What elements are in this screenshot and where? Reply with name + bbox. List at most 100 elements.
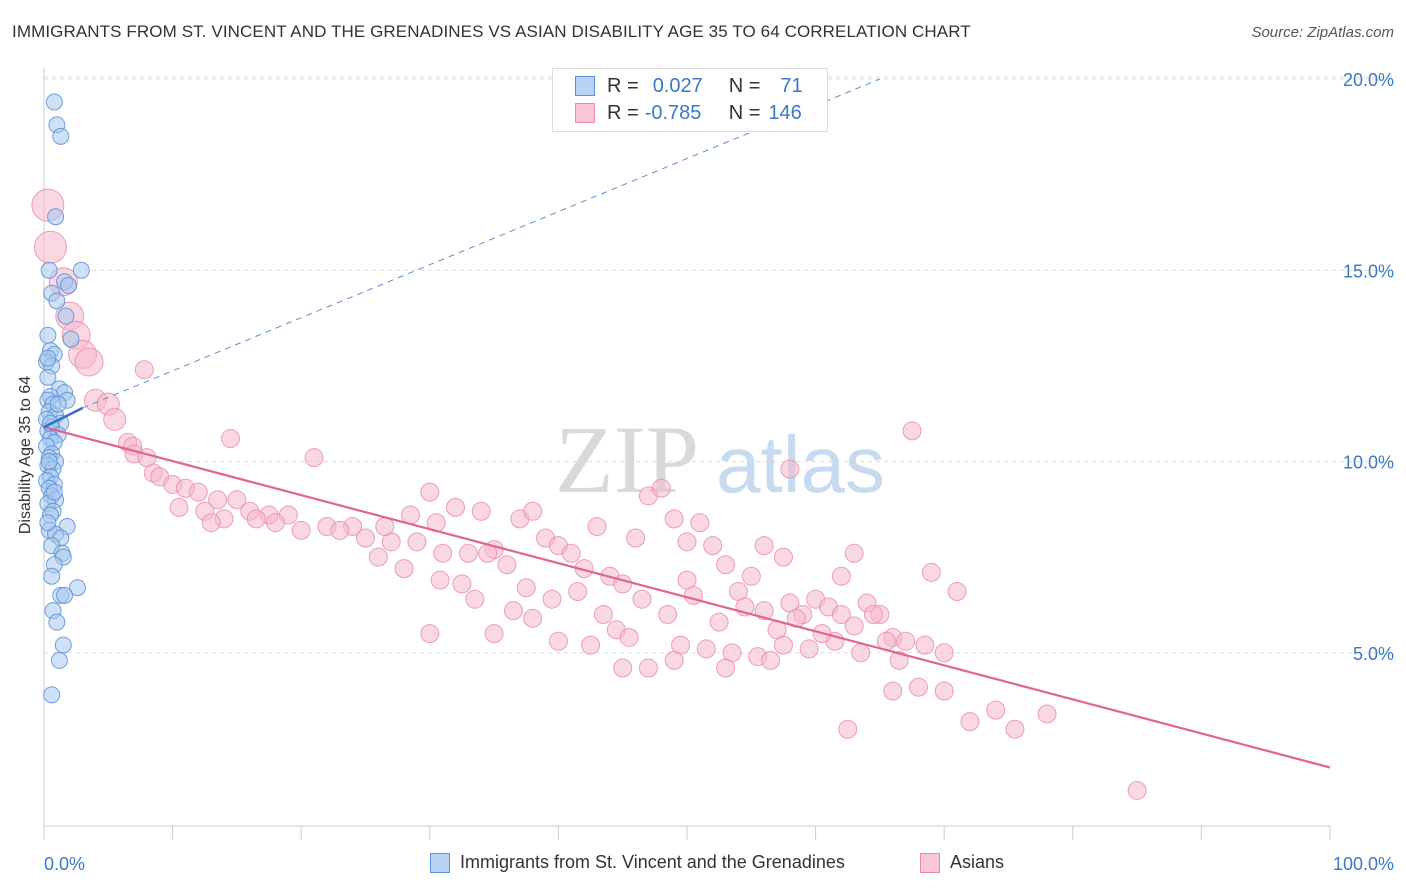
asians-point	[844, 616, 864, 636]
asians-trend-line	[43, 426, 1331, 769]
asians-point	[902, 421, 922, 441]
asians-point	[651, 478, 671, 498]
immigrants-point	[43, 686, 61, 704]
asians-point	[883, 681, 903, 701]
immigrants-point	[40, 453, 58, 470]
legend-n-value: 71	[780, 74, 803, 97]
immigrants-point	[56, 586, 74, 604]
legend-n-label: N =	[728, 74, 761, 97]
asians-point	[908, 677, 928, 697]
asians-point	[587, 517, 607, 537]
asians-point	[368, 547, 388, 567]
immigrants-point	[50, 651, 68, 669]
asians-point	[523, 608, 543, 628]
asians-point	[407, 532, 427, 552]
asians-point	[420, 482, 440, 502]
asians-point	[831, 605, 851, 624]
asians-point	[934, 681, 954, 701]
asians-point	[838, 719, 858, 739]
immigrants-point	[52, 127, 70, 145]
legend-n-value: 146	[768, 101, 802, 124]
asians-point	[561, 543, 581, 563]
asians-point	[220, 429, 240, 449]
y-tick-label: 5.0%	[1353, 644, 1394, 664]
immigrants-point	[62, 330, 80, 348]
asians-point	[420, 624, 440, 644]
asians-point	[304, 448, 324, 468]
asians-point	[664, 509, 684, 529]
asians-point	[1127, 780, 1147, 800]
asians-point	[934, 643, 954, 663]
asians-point	[638, 658, 658, 678]
asians-point	[1005, 719, 1025, 739]
correlation-legend: R = 0.027 N = 71 R = -0.785 N = 146	[552, 68, 828, 132]
immigrants-point	[39, 514, 57, 532]
bottom-legend-label: Immigrants from St. Vincent and the Gren…	[460, 852, 845, 872]
asians-point	[773, 635, 793, 655]
asians-point	[542, 589, 562, 609]
legend-r-value: -0.785	[644, 101, 702, 124]
asians-point	[471, 501, 491, 521]
asians-point	[330, 520, 350, 540]
asians-point	[831, 566, 851, 586]
y-tick-label: 20.0%	[1343, 70, 1394, 90]
immigrants-point	[39, 326, 57, 344]
asians-point	[568, 582, 588, 602]
legend-swatch-pink	[575, 103, 595, 123]
asians-point	[265, 513, 285, 533]
asians-point	[851, 643, 871, 663]
asians-point	[503, 601, 523, 621]
asians-point	[709, 612, 729, 632]
watermark: ZIP atlas	[555, 406, 885, 513]
asians-point	[780, 459, 800, 479]
asians-point	[799, 639, 819, 659]
asians-point	[516, 578, 536, 598]
asians-point	[844, 543, 864, 563]
asians-point	[1037, 704, 1057, 724]
asians-point	[246, 509, 266, 529]
bottom-legend-asians: Asians	[920, 852, 1004, 873]
asians-point	[677, 570, 697, 590]
x-tick-label-min: 0.0%	[44, 854, 85, 874]
bottom-legend-label: Asians	[950, 852, 1005, 872]
asians-point	[581, 635, 601, 655]
asians-point	[103, 407, 127, 431]
asians-point	[626, 528, 646, 548]
legend-r-label: R =	[607, 101, 639, 124]
legend-r-value: 0.027	[652, 74, 703, 97]
asians-point	[716, 658, 736, 678]
tick-labels: 5.0% 10.0% 15.0% 20.0% 0.0% 100.0%	[44, 70, 1394, 874]
asians-point	[677, 532, 697, 552]
asians-point	[375, 517, 395, 537]
bottom-legend-immigrants: Immigrants from St. Vincent and the Gren…	[430, 852, 845, 873]
immigrants-trend-extension	[82, 78, 881, 409]
immigrants-points	[38, 93, 90, 704]
asians-point	[664, 650, 684, 670]
immigrants-point	[48, 292, 66, 310]
watermark-zip: ZIP	[555, 406, 699, 513]
asians-point	[523, 501, 543, 521]
immigrants-point	[47, 208, 65, 226]
y-tick-label: 15.0%	[1343, 261, 1394, 281]
asians-point	[754, 601, 774, 621]
asians-point	[484, 624, 504, 644]
asians-point	[613, 658, 633, 678]
asians-point	[433, 543, 453, 563]
immigrants-point	[43, 567, 61, 585]
asians-point	[896, 631, 916, 651]
asians-point	[33, 230, 67, 264]
source-label: Source: ZipAtlas.com	[1251, 24, 1394, 41]
asians-point	[134, 360, 154, 380]
asians-point	[593, 605, 613, 624]
bottom-legend-swatch-blue	[430, 852, 450, 873]
asians-point	[548, 631, 568, 651]
trend-lines	[43, 78, 1331, 769]
asians-point	[741, 566, 761, 586]
immigrants-point	[39, 349, 57, 367]
asians-point	[696, 639, 716, 659]
asians-point	[74, 347, 104, 377]
asians-point	[169, 497, 189, 517]
asians-point	[632, 589, 652, 609]
chart-title: IMMIGRANTS FROM ST. VINCENT AND THE GREN…	[12, 22, 971, 41]
